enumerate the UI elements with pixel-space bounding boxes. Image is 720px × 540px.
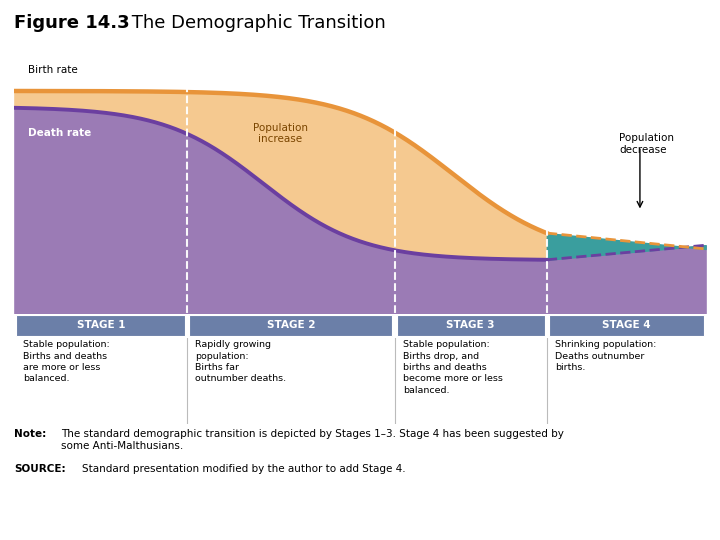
- Text: STAGE 3: STAGE 3: [446, 320, 495, 330]
- Bar: [17, 315, 185, 336]
- Text: The Demographic Transition: The Demographic Transition: [126, 14, 386, 32]
- Text: Death rate: Death rate: [28, 128, 91, 138]
- Text: Copyright © 2017, 2015, 2012 Pearson Education, Inc.  All Rights Reserved: Copyright © 2017, 2015, 2012 Pearson Edu…: [14, 512, 372, 522]
- Text: Population
decrease: Population decrease: [619, 133, 674, 155]
- Text: Stable population:
Births and deaths
are more or less
balanced.: Stable population: Births and deaths are…: [23, 340, 109, 383]
- Text: SOURCE:: SOURCE:: [14, 464, 66, 474]
- Text: Standard presentation modified by the author to add Stage 4.: Standard presentation modified by the au…: [82, 464, 406, 474]
- Text: STAGE 2: STAGE 2: [266, 320, 315, 330]
- Text: Figure 14.3: Figure 14.3: [14, 14, 130, 32]
- Text: Birth rate: Birth rate: [28, 65, 78, 75]
- Text: STAGE 4: STAGE 4: [602, 320, 650, 330]
- Bar: [189, 315, 392, 336]
- Bar: [549, 315, 703, 336]
- Text: PEARSON: PEARSON: [624, 510, 706, 524]
- Bar: [397, 315, 544, 336]
- Text: Rapidly growing
population:
Births far
outnumber deaths.: Rapidly growing population: Births far o…: [196, 340, 287, 383]
- Text: STAGE 1: STAGE 1: [76, 320, 125, 330]
- Text: The standard demographic transition is depicted by Stages 1–3. Stage 4 has been : The standard demographic transition is d…: [61, 429, 564, 451]
- Text: Stable population:
Births drop, and
births and deaths
become more or less
balanc: Stable population: Births drop, and birt…: [403, 340, 503, 395]
- Text: Note:: Note:: [14, 429, 47, 439]
- Text: Population
increase: Population increase: [253, 123, 308, 144]
- Text: Shrinking population:
Deaths outnumber
births.: Shrinking population: Deaths outnumber b…: [555, 340, 657, 372]
